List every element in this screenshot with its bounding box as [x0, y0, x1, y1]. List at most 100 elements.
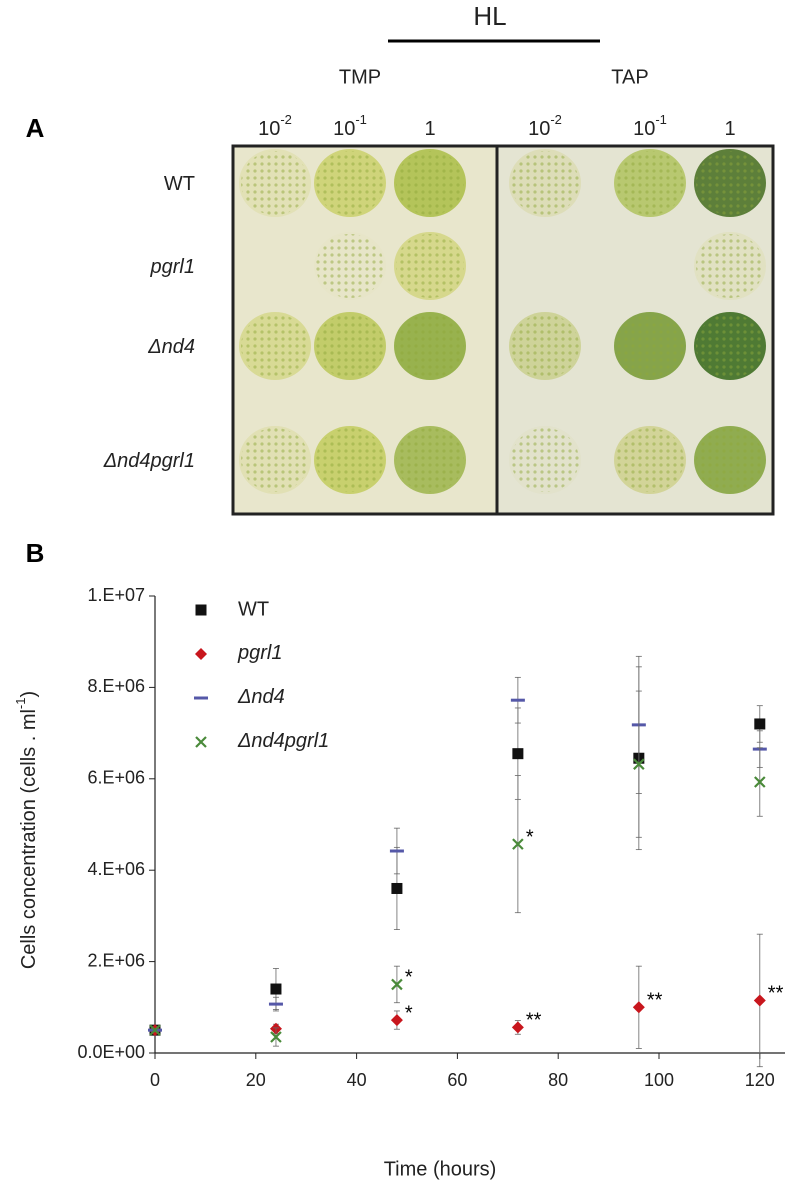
- x-tick-label: 40: [347, 1070, 367, 1090]
- x-tick-label: 100: [644, 1070, 674, 1090]
- text-part: -1: [355, 112, 367, 127]
- data-point: [391, 978, 403, 991]
- significance-label: *: [405, 1002, 413, 1024]
- y-axis-label: Cells concentration (cells . ml-1): [13, 691, 40, 969]
- spot-texture: [696, 151, 764, 215]
- text-part: WT: [164, 173, 195, 195]
- strain-label: WT: [164, 173, 195, 195]
- y-tick-label: 1.E+07: [87, 585, 145, 605]
- x-tick-label: 20: [246, 1070, 266, 1090]
- x-axis-label: Time (hours): [384, 1158, 497, 1180]
- spot-texture: [316, 234, 384, 298]
- text-part: ): [18, 691, 40, 698]
- strain-name: pgrl1: [150, 256, 195, 278]
- data-point: [390, 1014, 403, 1027]
- data-point: [754, 776, 766, 788]
- medium-label: TMP: [339, 66, 381, 88]
- legend-marker: [195, 604, 207, 616]
- panel-label: B: [26, 538, 45, 568]
- spot-texture: [616, 428, 684, 492]
- panel-label: A: [26, 113, 45, 143]
- y-tick-label: 6.E+06: [87, 768, 145, 788]
- legend-label: WT: [238, 598, 269, 620]
- spot-texture: [396, 234, 464, 298]
- data-point: [270, 1031, 282, 1043]
- strain-name: pgrl1: [237, 642, 282, 664]
- x-tick-label: 0: [150, 1070, 160, 1090]
- text-part: -2: [280, 112, 292, 127]
- x-tick-label: 120: [745, 1070, 775, 1090]
- spot-texture: [511, 314, 579, 378]
- data-point: [754, 718, 766, 730]
- spot-texture: [696, 234, 764, 298]
- medium-label: TAP: [611, 66, 648, 88]
- spot-texture: [316, 314, 384, 378]
- strain-label: Δnd4pgrl1: [237, 730, 329, 752]
- text-part: 1: [724, 118, 735, 140]
- dilution-label: 10-1: [333, 112, 367, 140]
- x-tick-label: 60: [447, 1070, 467, 1090]
- spot-texture: [616, 314, 684, 378]
- dilution-label: 1: [724, 118, 735, 140]
- y-tick-label: 2.E+06: [87, 950, 145, 970]
- spot-texture: [616, 151, 684, 215]
- x-tick-label: 80: [548, 1070, 568, 1090]
- strain-label: Δnd4: [147, 336, 195, 358]
- significance-label: **: [768, 983, 784, 1005]
- spot-texture: [241, 428, 309, 492]
- data-point: [632, 1001, 645, 1014]
- data-point: [512, 838, 524, 850]
- spot-texture: [696, 314, 764, 378]
- data-point: [270, 983, 282, 995]
- text-part: 10: [528, 118, 550, 140]
- strain-label: pgrl1: [237, 642, 282, 664]
- strain-label: pgrl1: [150, 256, 195, 278]
- spot-texture: [316, 428, 384, 492]
- legend-marker: [195, 736, 207, 748]
- text-part: 1: [424, 118, 435, 140]
- data-point: [753, 994, 766, 1007]
- dilution-label: 1: [424, 118, 435, 140]
- spot-texture: [511, 151, 579, 215]
- text-part: Cells concentration (cells . ml: [18, 709, 40, 969]
- data-point: [149, 1024, 161, 1036]
- header: HL: [473, 1, 506, 31]
- spot-texture: [511, 428, 579, 492]
- spot-texture: [316, 151, 384, 215]
- strain-label: Δnd4pgrl1: [103, 450, 195, 472]
- spot-texture: [696, 428, 764, 492]
- plot: B 0.0E+00 2.E+06 4.E+06 6.E+06 8.E+06 1.E+07 0 2…: [13, 450, 785, 1180]
- data-point: [512, 748, 524, 760]
- data-point: [391, 882, 403, 894]
- significance-label: *: [405, 967, 413, 989]
- data-point: [633, 758, 645, 770]
- dilution-label: 10-1: [633, 112, 667, 140]
- text-part: -1: [13, 698, 28, 710]
- text-part: -2: [550, 112, 562, 127]
- strain-name: Δnd4: [147, 336, 195, 358]
- strain-label: Δnd4: [237, 686, 285, 708]
- text-part: 10: [633, 118, 655, 140]
- text-part: 10: [333, 118, 355, 140]
- dilution-label: 10-2: [528, 112, 562, 140]
- data-point: [511, 1021, 524, 1034]
- legend-marker: [195, 648, 207, 660]
- spot-texture: [241, 151, 309, 215]
- spots: [239, 149, 766, 494]
- text-part: 10: [258, 118, 280, 140]
- strain-name: Δnd4pgrl1: [103, 450, 195, 472]
- spot-texture: [241, 314, 309, 378]
- strain-name: Δnd4: [237, 686, 285, 708]
- plates: [231, 144, 775, 516]
- spot-texture: [396, 428, 464, 492]
- strain-name: Δnd4pgrl1: [237, 730, 329, 752]
- significance-label: **: [647, 990, 663, 1012]
- dilution-label: 10-2: [258, 112, 292, 140]
- significance-label: **: [526, 1010, 542, 1032]
- spot-texture: [396, 151, 464, 215]
- significance-label: *: [526, 826, 534, 848]
- y-tick-label: 4.E+06: [87, 859, 145, 879]
- y-tick-label: 8.E+06: [87, 676, 145, 696]
- spot-texture: [396, 314, 464, 378]
